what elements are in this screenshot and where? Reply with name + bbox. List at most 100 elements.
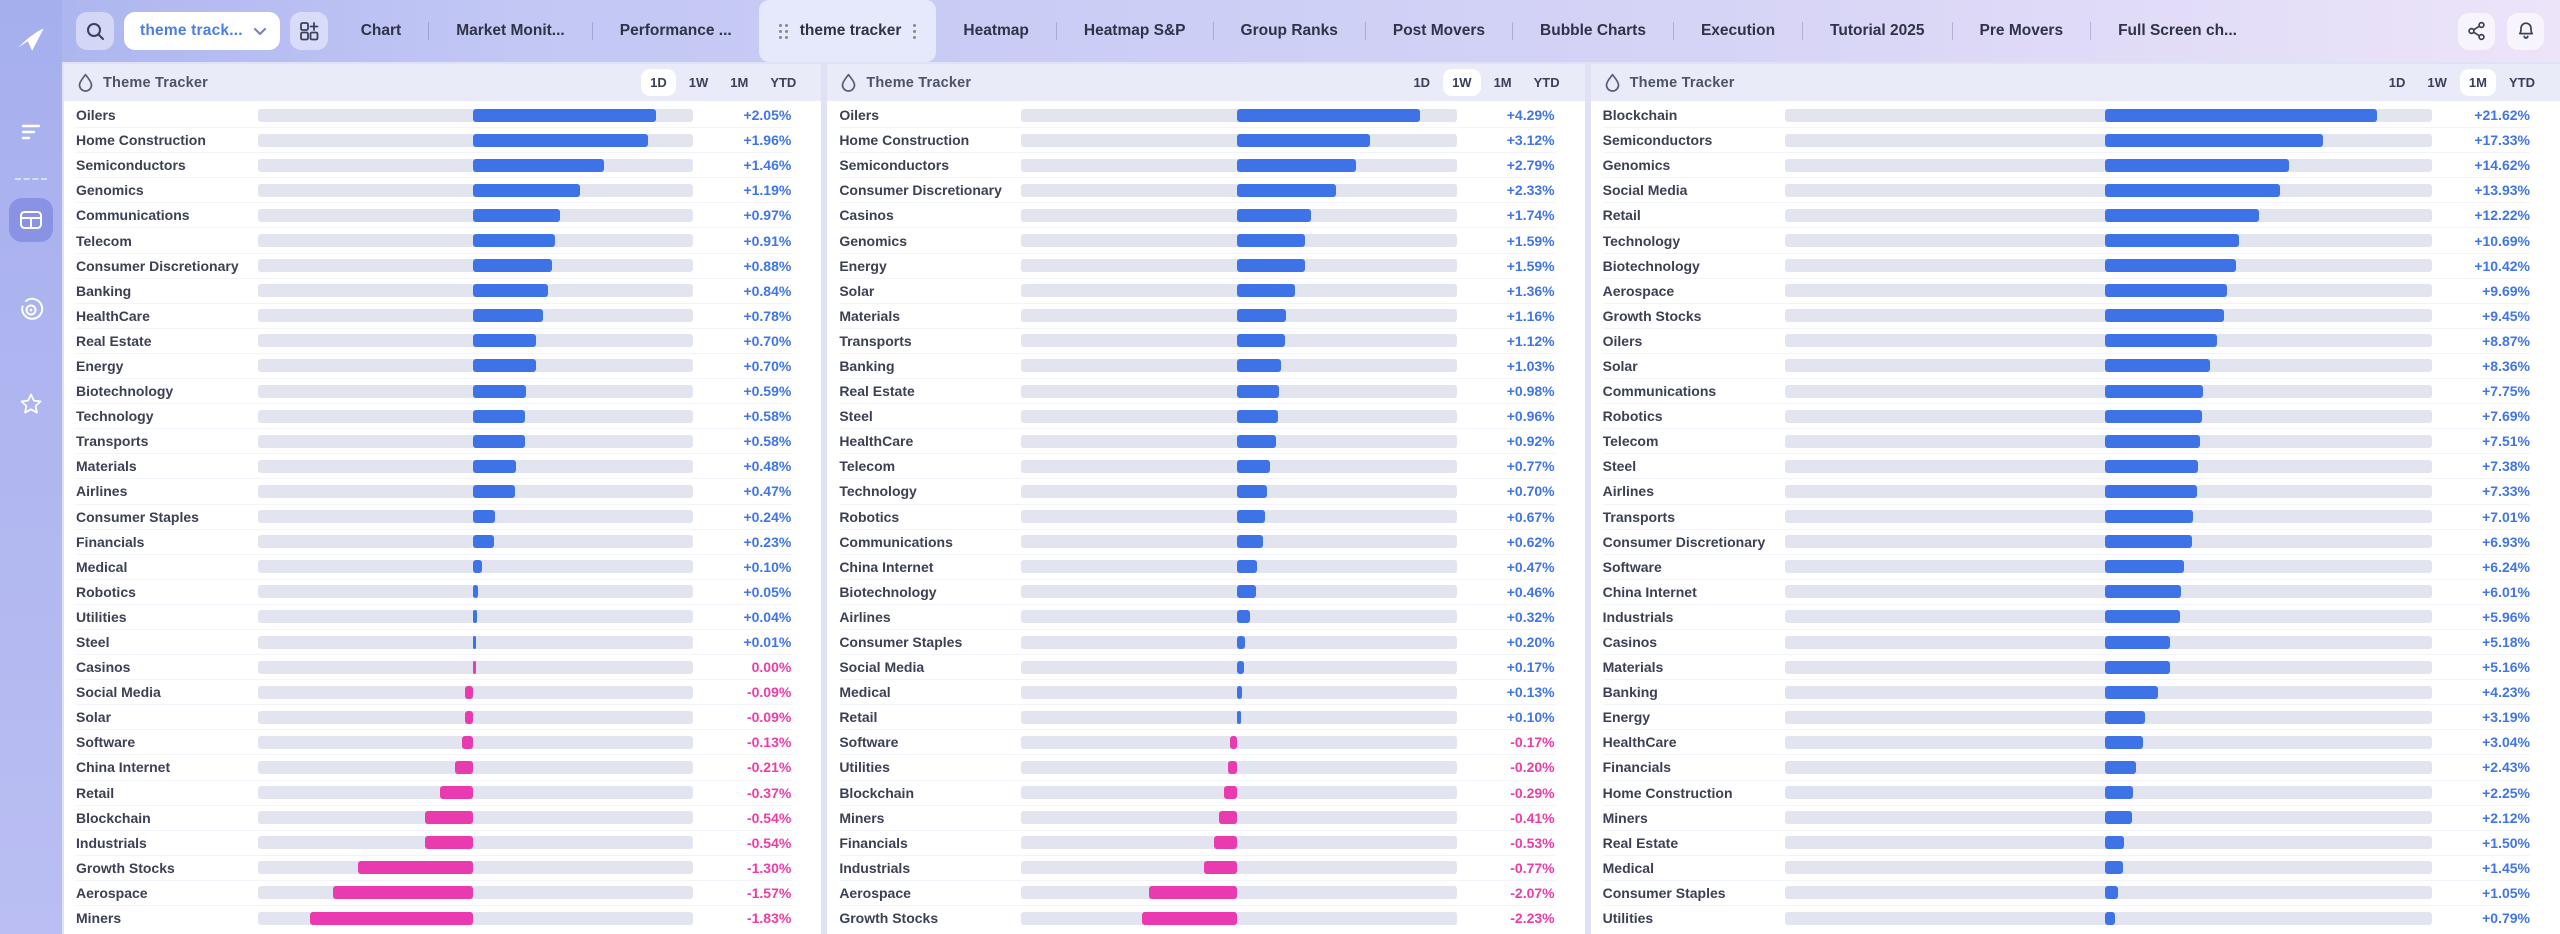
theme-change-value: +0.96% xyxy=(1506,408,1555,425)
theme-bar xyxy=(2105,259,2237,273)
theme-label: Oilers xyxy=(839,107,880,124)
theme-label: Robotics xyxy=(1602,408,1663,425)
theme-row: Casinos 0.00% xyxy=(76,655,792,681)
range-1m-button[interactable]: 1M xyxy=(2459,69,2496,96)
theme-change-value: -0.13% xyxy=(746,734,792,751)
range-1m-button[interactable]: 1M xyxy=(730,75,749,90)
theme-bar xyxy=(2105,911,2115,925)
theme-label: HealthCare xyxy=(76,307,150,324)
share-icon xyxy=(2467,21,2485,41)
range-ytd-button[interactable]: YTD xyxy=(2508,75,2535,90)
notifications-button[interactable] xyxy=(2507,12,2544,50)
tab-label: Post Movers xyxy=(1392,22,1486,39)
range-1m-button[interactable]: 1M xyxy=(1493,75,1512,90)
theme-label: Aerospace xyxy=(839,884,911,901)
theme-label: Materials xyxy=(76,458,137,475)
sidebar-item-dashboard[interactable] xyxy=(9,198,53,242)
tab-tutorial-2025[interactable]: Tutorial 2025 xyxy=(1803,0,1951,62)
theme-bar xyxy=(1236,560,1257,574)
theme-row: Industrials -0.54% xyxy=(76,831,792,856)
tab-market-monit[interactable]: Market Monit... xyxy=(429,0,592,62)
tab-bubble-charts[interactable]: Bubble Charts xyxy=(1513,0,1673,62)
tab-heatmap[interactable]: Heatmap xyxy=(936,0,1055,62)
theme-change-value: +0.24% xyxy=(743,508,792,525)
theme-change-value: -1.57% xyxy=(746,884,792,901)
tab-separator xyxy=(1802,22,1804,40)
theme-bar-track xyxy=(1784,459,2432,473)
theme-change-value: +0.70% xyxy=(743,332,792,349)
theme-bar xyxy=(1236,384,1279,398)
theme-row: Blockchain -0.54% xyxy=(76,806,792,831)
drag-handle-dots[interactable] xyxy=(913,23,917,39)
tab-chart[interactable]: Chart xyxy=(334,0,428,62)
panel-header: Theme Tracker 1D 1W 1M YTD xyxy=(64,64,822,101)
tab-separator xyxy=(1364,22,1366,40)
tab-theme-tracker[interactable]: theme tracker xyxy=(758,0,937,62)
theme-change-value: +6.93% xyxy=(2482,533,2530,550)
theme-bar-track xyxy=(1784,108,2432,122)
panel-body: Oilers +2.05% Home Construction +1.96% S… xyxy=(64,101,822,934)
theme-row: Materials +0.48% xyxy=(76,454,792,480)
theme-bar-track xyxy=(1021,409,1457,423)
range-1d-button[interactable]: 1D xyxy=(2388,75,2406,90)
tab-execution[interactable]: Execution xyxy=(1674,0,1802,62)
sidebar-item-menu[interactable] xyxy=(9,110,53,154)
theme-row: Transports +7.01% xyxy=(1602,505,2530,530)
theme-change-value: +2.05% xyxy=(743,107,792,124)
add-widget-button[interactable] xyxy=(289,12,328,50)
range-1w-button[interactable]: 1W xyxy=(688,75,709,90)
tab-label: Execution xyxy=(1700,22,1776,39)
theme-change-value: +14.62% xyxy=(2474,157,2530,174)
theme-bar-track xyxy=(1021,560,1457,574)
range-1w-button[interactable]: 1W xyxy=(1443,69,1481,96)
theme-bar-track xyxy=(1021,811,1457,825)
theme-bar-track xyxy=(258,183,694,197)
theme-row: Miners -1.83% xyxy=(76,906,791,930)
tab-heatmap-s-p[interactable]: Heatmap S&P xyxy=(1057,0,1213,62)
search-button[interactable] xyxy=(76,12,114,50)
menu-lines-icon xyxy=(21,124,41,140)
sidebar-item-favorites[interactable] xyxy=(9,382,53,426)
theme-change-value: +0.70% xyxy=(743,357,792,374)
sidebar-divider xyxy=(15,178,47,182)
theme-label: Industrials xyxy=(76,834,147,851)
theme-bar-track xyxy=(258,535,694,549)
theme-change-value: +1.50% xyxy=(2482,834,2530,851)
drag-handle-dots[interactable] xyxy=(778,23,788,39)
tab-full-screen-ch[interactable]: Full Screen ch... xyxy=(2091,0,2264,62)
tab-pre-movers[interactable]: Pre Movers xyxy=(1953,0,2091,62)
theme-bar-track xyxy=(1784,334,2432,348)
theme-row: Airlines +0.47% xyxy=(76,479,792,505)
range-ytd-button[interactable]: YTD xyxy=(770,75,797,90)
theme-bar-track xyxy=(1021,710,1457,724)
tab-post-movers[interactable]: Post Movers xyxy=(1366,0,1512,62)
target-icon xyxy=(21,297,44,320)
theme-bar xyxy=(473,660,476,674)
range-ytd-button[interactable]: YTD xyxy=(1533,75,1560,90)
sidebar-item-tracker[interactable] xyxy=(9,288,53,332)
theme-label: Consumer Discretionary xyxy=(76,257,239,274)
theme-bar-track xyxy=(1021,183,1457,197)
theme-row: Communications +7.75% xyxy=(1602,379,2530,405)
theme-label: Semiconductors xyxy=(839,157,950,174)
tab-performance[interactable]: Performance ... xyxy=(593,0,759,62)
theme-change-value: +0.17% xyxy=(1506,659,1555,676)
tab-group-ranks[interactable]: Group Ranks xyxy=(1214,0,1365,62)
theme-bar-track xyxy=(1021,610,1457,624)
range-1d-button[interactable]: 1D xyxy=(641,69,676,96)
theme-change-value: +6.01% xyxy=(2482,583,2530,600)
layout-dropdown[interactable]: theme track... xyxy=(124,12,280,50)
share-button[interactable] xyxy=(2458,12,2495,50)
theme-label: Solar xyxy=(839,282,875,299)
theme-bar xyxy=(1236,108,1420,122)
tab-separator xyxy=(1951,22,1953,40)
theme-label: Retail xyxy=(1602,207,1641,224)
theme-bar-track xyxy=(1021,535,1457,549)
theme-label: Energy xyxy=(1602,709,1651,726)
theme-bar xyxy=(1236,259,1305,273)
theme-bar xyxy=(1236,685,1243,699)
range-1w-button[interactable]: 1W xyxy=(2427,75,2447,90)
theme-bar-track xyxy=(258,610,694,624)
theme-row: Energy +1.59% xyxy=(839,254,1555,279)
range-1d-button[interactable]: 1D xyxy=(1413,75,1431,90)
